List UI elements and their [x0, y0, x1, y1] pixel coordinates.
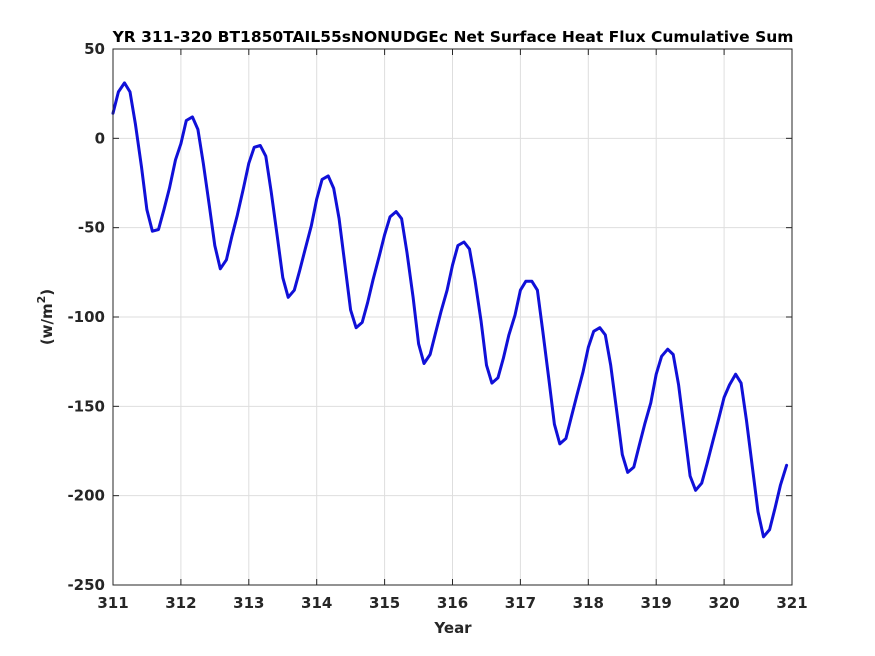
series-group [111, 81, 789, 539]
y-tick-label: -100 [67, 308, 105, 326]
y-tick-label: -200 [67, 487, 105, 505]
x-tick-label: 318 [573, 594, 604, 612]
y-tick-label: 0 [95, 129, 105, 147]
x-axis-ticks: 311 312 313 314 315 316 317 318 319 320 321 [97, 49, 808, 612]
y-axis-title-close: ) [38, 289, 56, 296]
series-line [111, 81, 789, 539]
x-tick-label: 311 [97, 594, 128, 612]
y-tick-label: -250 [67, 576, 105, 594]
x-axis-title: Year [433, 619, 472, 637]
x-tick-label: 315 [369, 594, 400, 612]
y-axis-title: (w/m2) [35, 289, 56, 345]
y-axis-title-superscript: 2 [35, 296, 48, 304]
y-axis-ticks: 50 0 -50 -100 -150 -200 -250 [67, 40, 792, 594]
y-tick-label: -150 [67, 397, 105, 415]
chart-title: YR 311-320 BT1850TAIL55sNONUDGEc Net Sur… [112, 28, 794, 46]
x-tick-label: 320 [708, 594, 739, 612]
x-tick-label: 316 [437, 594, 468, 612]
x-tick-label: 321 [776, 594, 807, 612]
x-tick-label: 313 [233, 594, 264, 612]
x-tick-label: 317 [505, 594, 536, 612]
y-tick-label: -50 [78, 219, 105, 237]
x-tick-label: 319 [641, 594, 672, 612]
y-tick-label: 50 [84, 40, 105, 58]
x-tick-label: 314 [301, 594, 332, 612]
x-tick-label: 312 [165, 594, 196, 612]
y-axis-title-main: (w/m [38, 303, 56, 345]
